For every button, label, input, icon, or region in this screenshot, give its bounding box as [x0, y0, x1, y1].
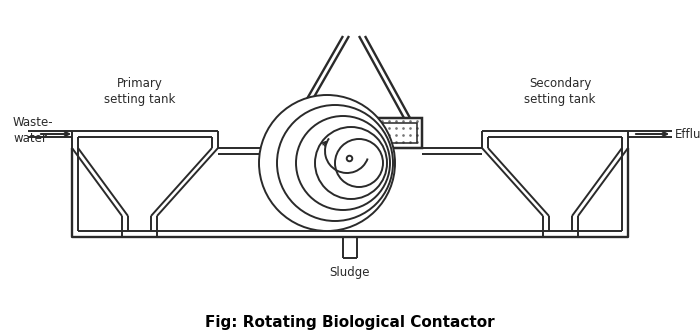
- Circle shape: [296, 116, 390, 210]
- Text: Primary
setting tank: Primary setting tank: [104, 77, 176, 106]
- Text: Fig: Rotating Biological Contactor: Fig: Rotating Biological Contactor: [205, 314, 495, 330]
- Bar: [278, 118, 422, 148]
- Bar: [278, 118, 422, 148]
- Circle shape: [277, 105, 393, 221]
- Text: Effluent: Effluent: [675, 127, 700, 140]
- Text: Sludge: Sludge: [330, 266, 370, 279]
- Text: Secondary
setting tank: Secondary setting tank: [524, 77, 596, 106]
- Circle shape: [259, 95, 395, 231]
- Bar: [283, 123, 417, 143]
- Text: Waste-
water: Waste- water: [13, 117, 54, 145]
- Circle shape: [335, 139, 383, 187]
- Circle shape: [315, 127, 387, 199]
